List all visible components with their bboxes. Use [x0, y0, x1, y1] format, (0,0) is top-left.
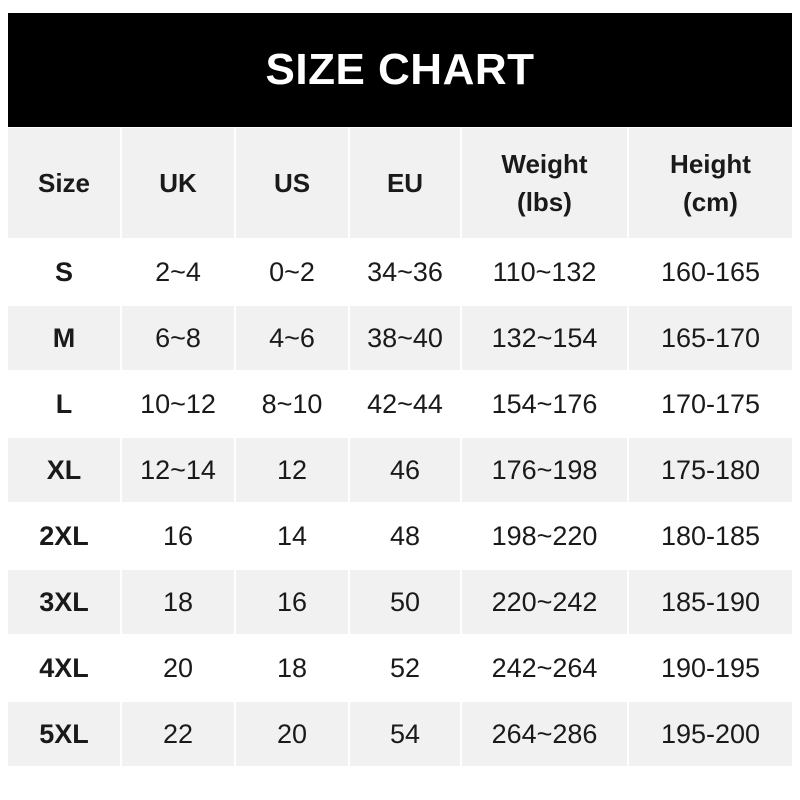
- cell-weight: 264~286: [460, 700, 629, 768]
- cell-uk: 22: [120, 700, 236, 768]
- cell-eu: 52: [348, 634, 462, 702]
- cell-size: 5XL: [8, 700, 122, 768]
- table-row: M 6~8 4~6 38~40 132~154 165-170: [8, 304, 792, 372]
- header-label: EU: [386, 168, 424, 198]
- cell-size: XL: [8, 436, 122, 504]
- cell-height: 160-165: [627, 238, 792, 306]
- header-uk: UK: [120, 127, 236, 240]
- cell-weight: 198~220: [460, 502, 629, 570]
- table-row: L 10~12 8~10 42~44 154~176 170-175: [8, 370, 792, 438]
- header-size: Size: [8, 127, 122, 240]
- size-chart-title: SIZE CHART: [8, 13, 792, 127]
- size-chart-table: Size UK US EU Weight (lbs) Height (cm) S 2~…: [8, 127, 792, 768]
- cell-weight: 242~264: [460, 634, 629, 702]
- cell-us: 16: [234, 568, 350, 636]
- header-label: Height: [670, 149, 751, 179]
- cell-height: 195-200: [627, 700, 792, 768]
- cell-height: 190-195: [627, 634, 792, 702]
- cell-eu: 34~36: [348, 238, 462, 306]
- table-row: 4XL 20 18 52 242~264 190-195: [8, 634, 792, 702]
- cell-us: 12: [234, 436, 350, 504]
- header-unit: (cm): [683, 187, 738, 217]
- cell-uk: 20: [120, 634, 236, 702]
- cell-size: L: [8, 370, 122, 438]
- table-row: XL 12~14 12 46 176~198 175-180: [8, 436, 792, 504]
- header-label: UK: [159, 168, 197, 198]
- cell-uk: 18: [120, 568, 236, 636]
- header-height: Height (cm): [627, 127, 792, 240]
- cell-size: 3XL: [8, 568, 122, 636]
- table-row: 5XL 22 20 54 264~286 195-200: [8, 700, 792, 768]
- header-us: US: [234, 127, 350, 240]
- header-label: Weight: [501, 149, 588, 179]
- table-row: 3XL 18 16 50 220~242 185-190: [8, 568, 792, 636]
- header-row: Size UK US EU Weight (lbs) Height (cm): [8, 127, 792, 240]
- header-unit: (lbs): [517, 187, 572, 217]
- cell-us: 20: [234, 700, 350, 768]
- cell-height: 185-190: [627, 568, 792, 636]
- cell-us: 8~10: [234, 370, 350, 438]
- cell-uk: 16: [120, 502, 236, 570]
- cell-us: 18: [234, 634, 350, 702]
- cell-weight: 132~154: [460, 304, 629, 372]
- cell-eu: 54: [348, 700, 462, 768]
- cell-eu: 48: [348, 502, 462, 570]
- header-label: US: [273, 168, 311, 198]
- header-label: Size: [37, 168, 91, 198]
- cell-height: 180-185: [627, 502, 792, 570]
- table-row: S 2~4 0~2 34~36 110~132 160-165: [8, 238, 792, 306]
- cell-size: S: [8, 238, 122, 306]
- cell-size: M: [8, 304, 122, 372]
- cell-uk: 6~8: [120, 304, 236, 372]
- cell-eu: 46: [348, 436, 462, 504]
- cell-weight: 110~132: [460, 238, 629, 306]
- cell-uk: 12~14: [120, 436, 236, 504]
- cell-weight: 176~198: [460, 436, 629, 504]
- cell-eu: 50: [348, 568, 462, 636]
- cell-us: 4~6: [234, 304, 350, 372]
- cell-height: 170-175: [627, 370, 792, 438]
- cell-weight: 154~176: [460, 370, 629, 438]
- cell-uk: 10~12: [120, 370, 236, 438]
- cell-us: 0~2: [234, 238, 350, 306]
- cell-weight: 220~242: [460, 568, 629, 636]
- cell-us: 14: [234, 502, 350, 570]
- cell-uk: 2~4: [120, 238, 236, 306]
- header-weight: Weight (lbs): [460, 127, 629, 240]
- cell-height: 175-180: [627, 436, 792, 504]
- cell-height: 165-170: [627, 304, 792, 372]
- table-row: 2XL 16 14 48 198~220 180-185: [8, 502, 792, 570]
- cell-size: 2XL: [8, 502, 122, 570]
- cell-eu: 42~44: [348, 370, 462, 438]
- cell-eu: 38~40: [348, 304, 462, 372]
- cell-size: 4XL: [8, 634, 122, 702]
- header-eu: EU: [348, 127, 462, 240]
